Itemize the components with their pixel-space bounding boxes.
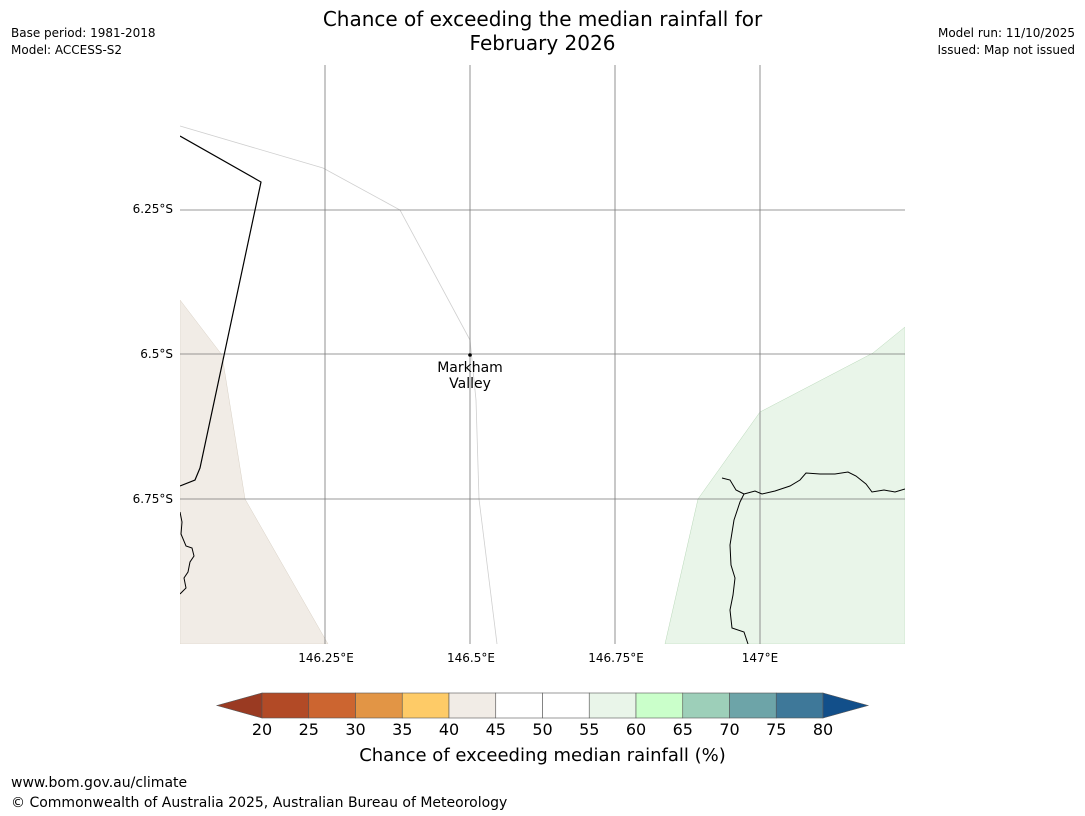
lon-label-147e: 147°E xyxy=(741,651,779,665)
coastline-right xyxy=(743,471,905,495)
lon-label-146-25e: 146.25°E xyxy=(298,651,354,665)
footer-copyright: © Commonwealth of Australia 2025, Austra… xyxy=(11,795,508,811)
colorbar-cell-75-80 xyxy=(775,692,824,719)
colorbar-under-arrow xyxy=(215,692,263,719)
colorbar-cell-20-25 xyxy=(261,692,310,719)
colorbar-cell-35-40 xyxy=(401,692,450,719)
colorbar-tick-55: 55 xyxy=(579,720,600,739)
river-line xyxy=(721,477,749,644)
title-line-1: Chance of exceeding the median rainfall … xyxy=(322,7,763,31)
place-marker xyxy=(468,353,472,357)
colorbar-tick-65: 65 xyxy=(672,720,693,739)
colorbar-cell-50-55 xyxy=(542,692,590,719)
colorbar-cell-45-50 xyxy=(495,692,543,719)
map-title: Chance of exceeding the median rainfall … xyxy=(0,7,1085,55)
colorbar-cell-55-60 xyxy=(588,692,637,719)
colorbar-tick-50: 50 xyxy=(532,720,553,739)
place-label: Markham Valley xyxy=(420,360,520,392)
colorbar-cell-40-45 xyxy=(448,692,497,719)
colorbar-tick-60: 60 xyxy=(625,720,647,739)
metadata-left: Base period: 1981-2018 Model: ACCESS-S2 xyxy=(11,25,156,59)
lat-label-6-25s: 6.25°S xyxy=(132,202,173,216)
colorbar-tick-25: 25 xyxy=(298,720,319,739)
title-line-2: February 2026 xyxy=(469,31,616,55)
colorbar-tick-45: 45 xyxy=(485,720,506,739)
colorbar-tick-35: 35 xyxy=(392,720,413,739)
colorbar-tick-30: 30 xyxy=(345,720,366,739)
issued-status: Issued: Map not issued xyxy=(937,43,1075,57)
colorbar-tick-20: 20 xyxy=(251,720,273,739)
coastline-left xyxy=(180,511,195,595)
footer-url[interactable]: www.bom.gov.au/climate xyxy=(11,775,188,791)
border-line xyxy=(180,135,262,487)
lat-label-6-75s: 6.75°S xyxy=(132,492,173,506)
colorbar-cell-65-70 xyxy=(682,692,730,719)
colorbar-cell-70-75 xyxy=(729,692,777,719)
place-name-line-2: Valley xyxy=(449,376,491,392)
graticule xyxy=(180,65,905,644)
colorbar-tick-75: 75 xyxy=(766,720,787,739)
colorbar-tick-80: 80 xyxy=(812,720,834,739)
colorbar-label: Chance of exceeding median rainfall (%) xyxy=(359,745,726,766)
lon-label-146-5e: 146.5°E xyxy=(447,651,495,665)
colorbar-cell-30-35 xyxy=(355,692,403,719)
model-run: Model run: 11/10/2025 xyxy=(937,26,1075,40)
model-name: Model: ACCESS-S2 xyxy=(11,43,123,57)
base-period: Base period: 1981-2018 xyxy=(11,26,156,40)
colorbar-tick-40: 40 xyxy=(438,720,460,739)
colorbar-cell-25-30 xyxy=(308,692,356,719)
colorbar-over-arrow xyxy=(822,692,870,719)
colorbar-cell-60-65 xyxy=(635,692,684,719)
colorbar-cells xyxy=(261,692,824,719)
lat-label-6-5s: 6.5°S xyxy=(140,347,173,361)
lon-label-146-75e: 146.75°E xyxy=(588,651,644,665)
place-name-line-1: Markham xyxy=(437,360,503,376)
colorbar-tick-70: 70 xyxy=(719,720,740,739)
metadata-right: Model run: 11/10/2025 Issued: Map not is… xyxy=(937,25,1075,59)
